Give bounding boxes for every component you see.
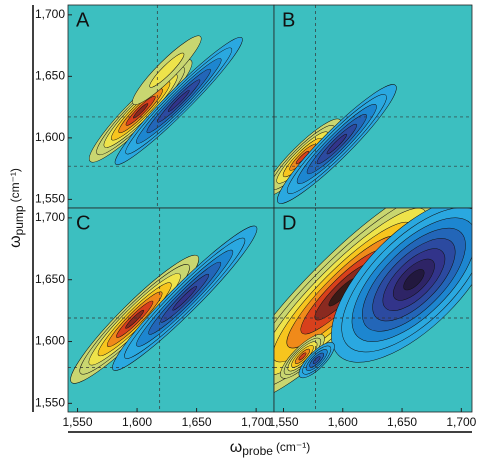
panel-label: B xyxy=(282,9,295,31)
contour-level xyxy=(125,309,145,329)
panel-label: A xyxy=(76,9,90,31)
x-tick-label: 1,550 xyxy=(268,415,298,429)
y-tick-label: 1,650 xyxy=(35,69,65,83)
panel xyxy=(68,208,274,412)
y-tick-label: 1,550 xyxy=(35,396,65,410)
contour-level xyxy=(403,269,425,291)
y-tick-label: 1,700 xyxy=(35,210,65,224)
panel xyxy=(68,5,274,208)
contour-level xyxy=(298,352,307,361)
panel xyxy=(274,5,472,208)
y-tick-label: 1,650 xyxy=(35,272,65,286)
x-tick-label: 1,650 xyxy=(182,415,212,429)
y-tick-label: 1,550 xyxy=(35,192,65,206)
panel-label: C xyxy=(76,212,90,234)
contour-level xyxy=(167,90,190,112)
x-tick-label: 1,600 xyxy=(328,415,358,429)
y-tick-label: 1,700 xyxy=(35,7,65,21)
x-symbol: ω xyxy=(230,439,243,456)
x-unit: (cm⁻¹) xyxy=(276,440,310,454)
contour-level xyxy=(326,133,348,155)
contour-level xyxy=(149,52,185,88)
y-tick-label: 1,600 xyxy=(35,130,65,144)
panel-border xyxy=(273,207,473,413)
y-unit: (cm⁻¹) xyxy=(8,168,22,202)
y-axis-label: ωpump (cm⁻¹) xyxy=(7,168,26,248)
x-tick-label: 1,550 xyxy=(63,415,93,429)
contour-level xyxy=(133,103,149,119)
contour-level xyxy=(172,285,197,311)
y-tick-label: 1,600 xyxy=(35,334,65,348)
x-tick-label: 1,700 xyxy=(241,415,271,429)
x-subscript: probe xyxy=(242,444,273,458)
panel xyxy=(274,208,472,412)
x-tick-label: 1,650 xyxy=(387,415,417,429)
x-tick-label: 1,600 xyxy=(122,415,152,429)
y-subscript: pump xyxy=(12,205,26,235)
y-symbol: ω xyxy=(7,235,24,248)
panel-label: D xyxy=(282,212,296,234)
x-axis-label: ωprobe (cm⁻¹) xyxy=(230,439,311,458)
x-tick-label: 1,700 xyxy=(446,415,476,429)
